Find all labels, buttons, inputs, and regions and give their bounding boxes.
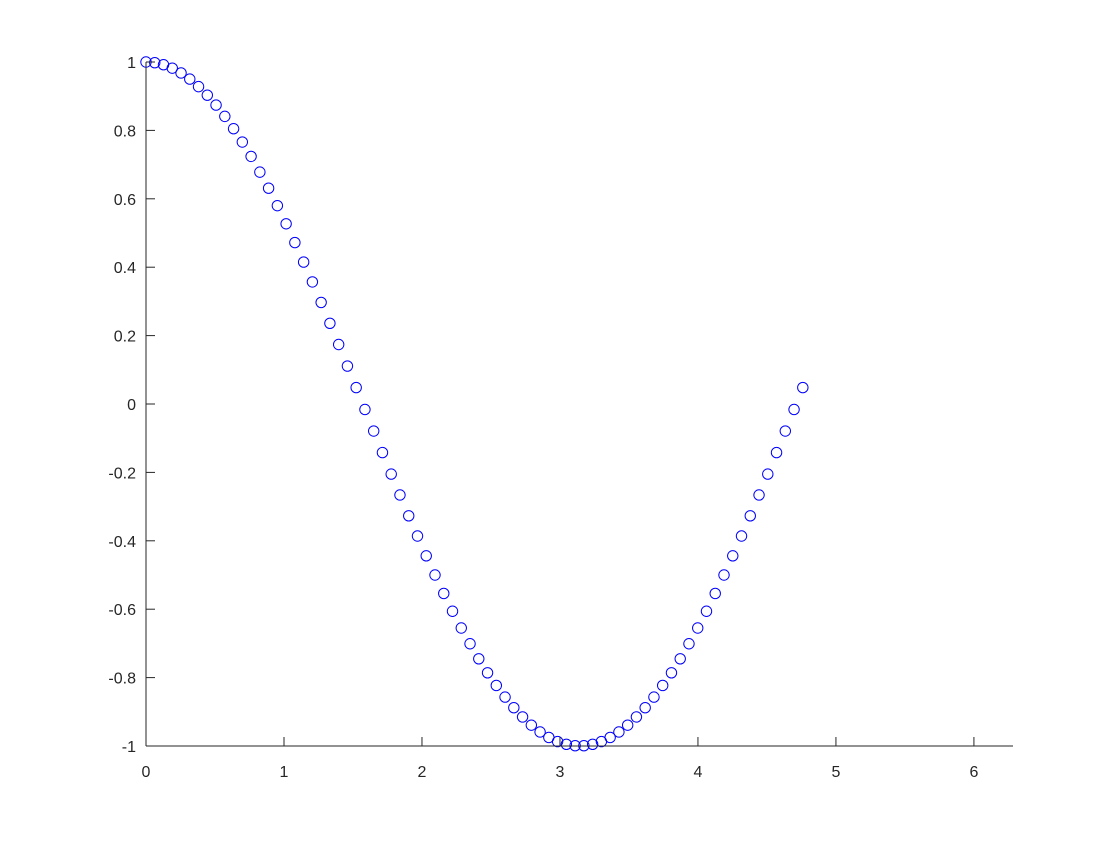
data-point-marker bbox=[648, 691, 660, 703]
data-point-marker bbox=[735, 530, 748, 542]
data-point-marker bbox=[201, 89, 214, 101]
data-point-marker bbox=[446, 605, 459, 617]
data-point-marker bbox=[481, 667, 494, 679]
y-axis-ticks: -1 -0.8 -0.6 -0.4 -0.2 0 0.2 0.4 0.6 0.8 1 bbox=[108, 55, 155, 756]
data-point-marker bbox=[376, 446, 389, 459]
data-point-marker bbox=[621, 719, 634, 731]
data-point-marker bbox=[245, 150, 257, 163]
data-point-marker bbox=[700, 605, 713, 617]
y-tick-label: -1 bbox=[122, 739, 136, 756]
data-point-marker bbox=[262, 182, 275, 194]
data-point-marker bbox=[753, 489, 765, 501]
data-point-marker bbox=[403, 510, 415, 522]
x-tick-label: 1 bbox=[280, 764, 289, 781]
data-point-marker bbox=[332, 338, 345, 351]
x-tick-label: 2 bbox=[418, 764, 427, 781]
y-tick-label: -0.2 bbox=[108, 465, 136, 482]
data-point-marker bbox=[490, 679, 503, 692]
x-tick-label: 0 bbox=[142, 764, 151, 781]
data-point-marker bbox=[271, 199, 284, 212]
data-point-marker bbox=[762, 468, 774, 480]
data-point-marker bbox=[639, 701, 651, 714]
data-point-marker bbox=[718, 569, 730, 581]
x-tick-label: 5 bbox=[831, 764, 840, 781]
y-tick-label: -0.6 bbox=[108, 602, 136, 619]
data-point-marker bbox=[394, 489, 406, 501]
data-point-marker bbox=[604, 731, 616, 744]
data-point-marker bbox=[420, 550, 432, 562]
data-point-marker bbox=[473, 653, 485, 665]
data-point-marker bbox=[534, 726, 546, 738]
data-point-marker bbox=[665, 667, 678, 679]
y-tick-label: 0.2 bbox=[114, 329, 136, 346]
data-point-marker bbox=[613, 726, 625, 738]
plot-markers bbox=[140, 56, 809, 752]
data-point-marker bbox=[236, 136, 249, 148]
y-tick-label: 1 bbox=[127, 55, 136, 72]
data-point-marker bbox=[227, 122, 240, 135]
data-point-marker bbox=[341, 360, 354, 372]
data-point-marker bbox=[788, 403, 800, 416]
data-point-marker bbox=[149, 56, 161, 69]
data-point-marker bbox=[516, 711, 529, 723]
y-tick-label: -0.8 bbox=[108, 671, 136, 688]
data-point-marker bbox=[289, 236, 301, 249]
data-point-marker bbox=[297, 256, 310, 268]
data-point-marker bbox=[551, 735, 564, 748]
data-point-marker bbox=[586, 738, 599, 750]
y-tick-label: 0.4 bbox=[114, 260, 136, 277]
data-point-marker bbox=[692, 622, 704, 634]
data-point-marker bbox=[324, 317, 336, 329]
data-point-marker bbox=[709, 587, 721, 600]
data-point-marker bbox=[429, 569, 441, 581]
data-point-marker bbox=[166, 62, 178, 74]
data-point-marker bbox=[192, 80, 205, 93]
axes bbox=[145, 62, 1013, 747]
data-point-marker bbox=[464, 638, 476, 650]
data-point-marker bbox=[350, 381, 362, 394]
x-axis-ticks: 0 1 2 3 4 5 6 bbox=[142, 737, 978, 781]
data-point-marker bbox=[175, 67, 187, 79]
data-point-marker bbox=[797, 381, 809, 394]
x-tick-label: 4 bbox=[693, 764, 702, 781]
data-point-marker bbox=[770, 446, 783, 459]
x-tick-label: 6 bbox=[969, 764, 978, 781]
x-tick-label: 3 bbox=[556, 764, 565, 781]
data-point-marker bbox=[560, 738, 573, 750]
data-point-marker bbox=[254, 166, 266, 178]
y-tick-label: 0 bbox=[127, 397, 136, 414]
data-point-marker bbox=[508, 701, 520, 714]
y-tick-label: 0.6 bbox=[114, 192, 136, 209]
data-point-marker bbox=[367, 425, 380, 437]
data-point-marker bbox=[219, 110, 231, 123]
data-point-marker bbox=[744, 510, 756, 522]
data-point-marker bbox=[438, 587, 450, 600]
y-tick-label: 0.8 bbox=[114, 123, 136, 140]
data-point-marker bbox=[385, 468, 397, 480]
data-point-marker bbox=[184, 73, 196, 85]
data-point-marker bbox=[525, 719, 538, 731]
y-tick-label: -0.4 bbox=[108, 534, 136, 551]
data-point-marker bbox=[630, 711, 643, 723]
data-point-marker bbox=[280, 218, 292, 230]
data-point-marker bbox=[727, 550, 739, 562]
data-point-marker bbox=[674, 653, 686, 665]
data-point-marker bbox=[359, 403, 371, 416]
data-point-marker bbox=[683, 638, 695, 650]
data-point-marker bbox=[499, 691, 511, 703]
data-point-marker bbox=[455, 622, 467, 634]
data-point-marker bbox=[315, 296, 327, 309]
data-point-marker bbox=[411, 530, 424, 542]
data-point-marker bbox=[656, 679, 669, 692]
data-point-marker bbox=[779, 425, 792, 437]
data-point-marker bbox=[210, 99, 222, 111]
data-point-marker bbox=[306, 276, 319, 288]
